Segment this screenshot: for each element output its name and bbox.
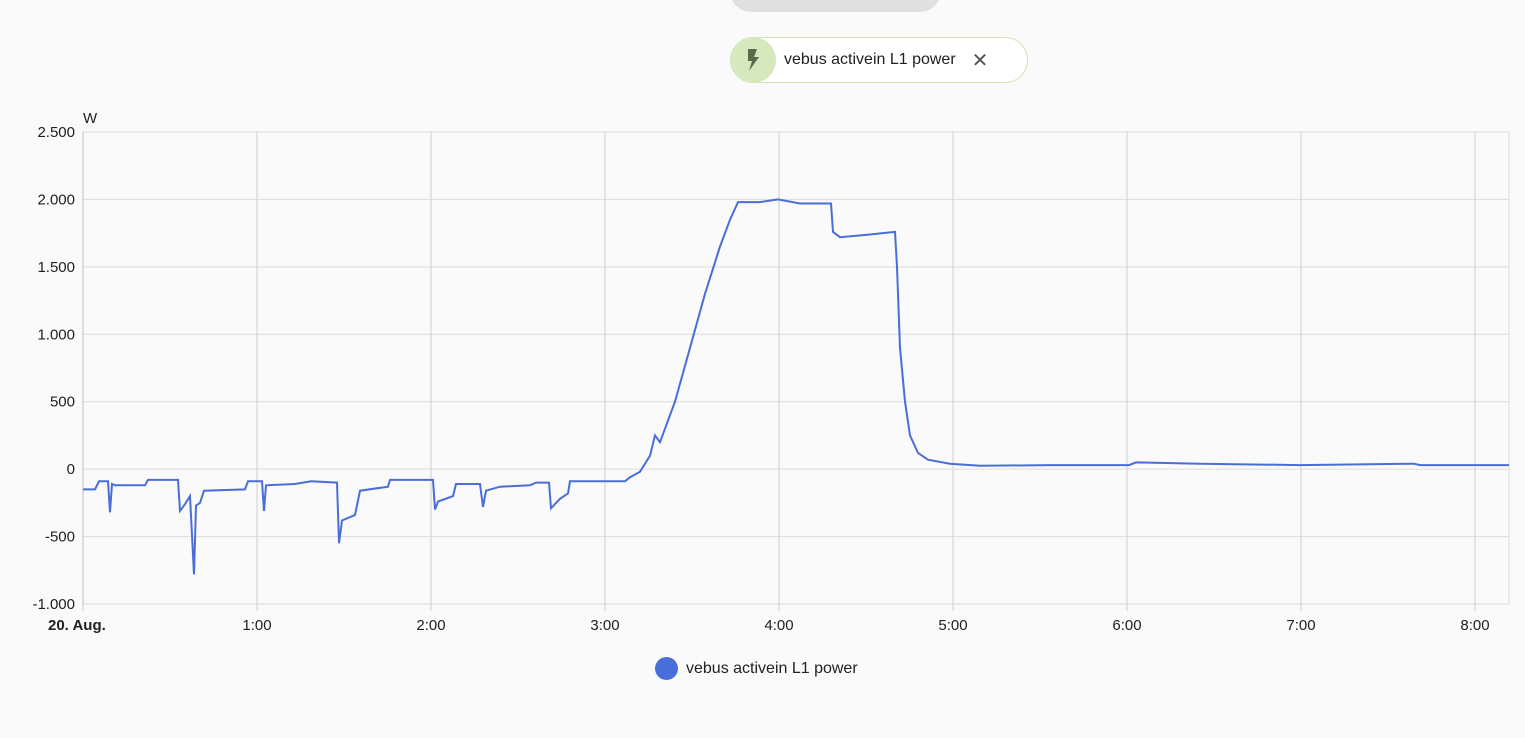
y-tick-label: 2.500 [37,124,75,141]
legend-item[interactable]: vebus activein L1 power [655,657,858,680]
flash-icon [730,37,776,83]
chip-label: vebus activein L1 power [784,51,956,68]
x-tick-label: 6:00 [1112,617,1141,634]
top-button[interactable] [730,0,941,12]
y-tick-label: 2.000 [37,191,75,208]
x-tick-label: 2:00 [416,617,445,634]
y-tick-label: -500 [45,529,75,546]
legend-marker [655,657,678,680]
legend-label: vebus activein L1 power [686,659,858,677]
x-tick-label: 3:00 [590,617,619,634]
y-axis-unit: W [83,110,98,127]
y-tick-label: -1.000 [32,596,75,613]
y-tick-label: 1.500 [37,259,75,276]
x-tick-label: 20. Aug. [48,617,106,634]
y-tick-label: 0 [67,461,75,478]
line-chart: -1.000 -500 0 500 1.000 1.500 2.000 2.500 20. A… [32,110,1510,634]
series-line[interactable] [83,198,1509,575]
x-tick-label: 8:00 [1460,617,1489,634]
close-icon[interactable]: ✕ [971,49,989,72]
y-tick-label: 500 [50,394,75,411]
x-tick-label: 5:00 [938,617,967,634]
x-tick-label: 4:00 [764,617,793,634]
x-tick-label: 1:00 [242,617,271,634]
entity-chip[interactable]: vebus activein L1 power ✕ [730,37,1028,83]
x-tick-label: 7:00 [1286,617,1315,634]
y-tick-label: 1.000 [37,326,75,343]
